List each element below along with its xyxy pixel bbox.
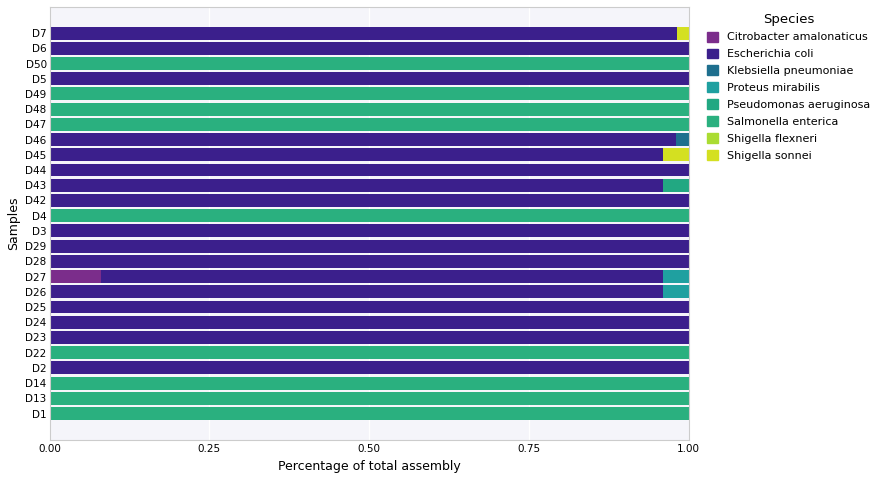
Bar <box>49 270 101 283</box>
Bar <box>662 270 688 283</box>
Bar <box>49 42 688 55</box>
Bar <box>49 118 688 131</box>
Bar <box>49 57 688 70</box>
Bar <box>49 179 662 192</box>
Bar <box>49 103 688 116</box>
Bar <box>49 346 688 359</box>
Bar <box>676 26 688 39</box>
Bar <box>49 87 688 100</box>
Bar <box>49 164 688 177</box>
Bar <box>49 407 688 420</box>
Bar <box>49 209 688 222</box>
Bar <box>49 361 688 374</box>
Bar <box>101 270 662 283</box>
Bar <box>49 255 688 268</box>
Bar <box>49 240 688 252</box>
Bar <box>49 377 688 390</box>
Bar <box>49 392 688 405</box>
Bar <box>49 300 688 313</box>
Bar <box>49 285 662 298</box>
Bar <box>49 194 688 207</box>
Bar <box>662 285 688 298</box>
Bar <box>49 148 662 161</box>
Bar <box>49 331 688 344</box>
Bar <box>49 26 676 39</box>
Legend: Citrobacter amalonaticus, Escherichia coli, Klebsiella pneumoniae, Proteus mirab: Citrobacter amalonaticus, Escherichia co… <box>706 12 869 161</box>
Bar <box>49 133 675 146</box>
X-axis label: Percentage of total assembly: Percentage of total assembly <box>277 460 460 473</box>
Bar <box>662 179 688 192</box>
Bar <box>49 316 688 329</box>
Bar <box>49 225 688 238</box>
Y-axis label: Samples: Samples <box>7 196 20 250</box>
Bar <box>49 72 688 85</box>
Bar <box>675 133 688 146</box>
Bar <box>662 148 688 161</box>
